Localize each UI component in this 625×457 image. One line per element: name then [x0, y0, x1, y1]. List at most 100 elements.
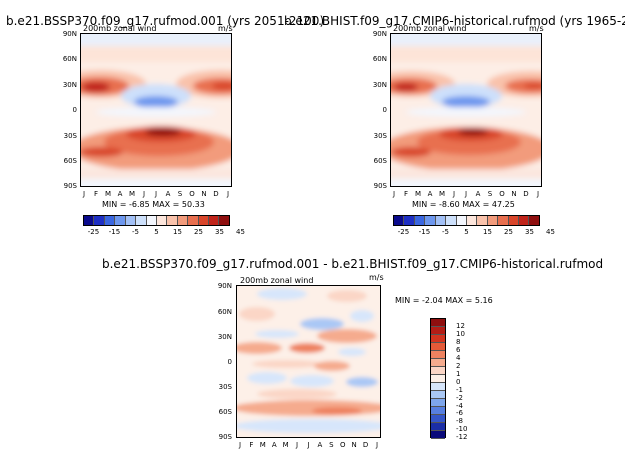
x-tick-label: F [403, 190, 409, 198]
panel2-ytick: 90N [372, 30, 387, 38]
panel2-ytick: 90S [373, 182, 387, 190]
colorbar-tick-label: 2 [456, 361, 461, 370]
colorbar-swatch [209, 216, 220, 225]
colorbar-tick-label: -5 [442, 228, 449, 236]
x-tick-label: J [452, 190, 456, 198]
colorbar-tick-label: 35 [215, 228, 224, 236]
x-tick-label: A [427, 190, 433, 198]
panel1-heatmap [80, 33, 232, 187]
x-tick-label: S [487, 190, 493, 198]
colorbar-tick-label: 4 [456, 353, 461, 362]
x-tick-label: M [259, 441, 266, 449]
colorbar-tick-label: 25 [194, 228, 203, 236]
colorbar-swatch [414, 216, 426, 225]
x-tick-label: M [128, 190, 136, 198]
panel3-left-label: 200mb zonal wind [240, 276, 314, 285]
colorbar-swatch [104, 216, 116, 225]
x-tick-label: J [375, 441, 379, 449]
colorbar-swatch [115, 216, 126, 225]
panel1-left-label: 200mb zonal wind [83, 24, 157, 33]
colorbar-tick-label: -15 [418, 228, 431, 236]
panel2-colorbar [393, 215, 540, 226]
x-tick-label: S [329, 441, 334, 449]
panel1-ytick: 0 [72, 106, 77, 114]
x-tick-label: J [536, 190, 540, 198]
colorbar-swatch [529, 216, 539, 225]
colorbar-swatch [446, 216, 457, 225]
panel1-ytick: 60N [62, 55, 77, 63]
colorbar-tick-label: -15 [108, 228, 121, 236]
colorbar-tick-label: -4 [456, 401, 463, 410]
colorbar-swatch [431, 351, 445, 359]
colorbar-swatch [425, 216, 436, 225]
colorbar-swatch [431, 399, 445, 407]
x-tick-label: J [142, 190, 146, 198]
colorbar-swatch [466, 216, 478, 225]
panel1-ytick: 90S [63, 182, 77, 190]
colorbar-swatch [431, 423, 445, 431]
colorbar-tick-label: -12 [456, 433, 468, 442]
colorbar-tick-label: 15 [173, 228, 182, 236]
colorbar-swatch [146, 216, 157, 225]
x-tick-label: N [511, 190, 517, 198]
colorbar-swatch [125, 216, 137, 225]
colorbar-tick-label: 5 [154, 228, 159, 236]
panel3-ytick: 90S [218, 433, 232, 441]
colorbar-swatch [431, 415, 445, 423]
x-tick-label: D [213, 190, 219, 198]
x-tick-label: J [82, 190, 86, 198]
colorbar-tick-label: 12 [456, 322, 465, 330]
x-tick-label: O [189, 190, 195, 198]
colorbar-swatch [431, 383, 445, 391]
x-tick-label: J [296, 441, 299, 449]
colorbar-swatch [431, 335, 445, 343]
panel3-heatmap [236, 285, 381, 438]
colorbar-swatch [456, 216, 467, 225]
panel2-left-label: 200mb zonal wind [393, 24, 467, 33]
x-tick-label: J [154, 190, 158, 198]
panel2-ytick: 60S [373, 157, 387, 165]
colorbar-tick-label: 5 [464, 228, 469, 236]
panel1-units: m/s [218, 24, 233, 33]
colorbar-swatch [188, 216, 199, 225]
panel2-ytick: 30S [373, 132, 387, 140]
colorbar-swatch [431, 391, 445, 399]
panel1-colorbar [83, 215, 230, 226]
colorbar-swatch [431, 319, 445, 327]
panel3-ytick: 60S [218, 408, 232, 416]
panel1-title: b.e21.BSSP370.f09_g17.rufmod.001 (yrs 20… [6, 14, 325, 28]
panel1-ytick: 30S [63, 132, 77, 140]
colorbar-tick-label: 1 [456, 369, 461, 378]
colorbar-swatch [136, 216, 147, 225]
colorbar-swatch [487, 216, 499, 225]
colorbar-tick-label: -25 [87, 228, 100, 236]
colorbar-tick-label: 35 [525, 228, 534, 236]
panel3-colorbar [430, 318, 446, 439]
panel3-ytick: 30S [218, 383, 232, 391]
colorbar-swatch [404, 216, 415, 225]
x-tick-label: D [523, 190, 529, 198]
colorbar-swatch [498, 216, 509, 225]
panel2-ytick: 60N [372, 55, 387, 63]
x-tick-label: O [339, 441, 346, 449]
panel3-min-max: MIN = -2.04 MAX = 5.16 [395, 296, 493, 305]
panel2-ytick: 0 [382, 106, 387, 114]
x-tick-label: M [282, 441, 289, 449]
x-tick-label: J [464, 190, 468, 198]
colorbar-swatch [156, 216, 168, 225]
colorbar-tick-label: 45 [236, 228, 245, 236]
colorbar-swatch [94, 216, 105, 225]
x-tick-label: J [238, 441, 242, 449]
x-tick-label: A [271, 441, 277, 449]
panel1-ytick: 30N [62, 81, 77, 89]
panel1-ytick: 60S [63, 157, 77, 165]
panel1-ytick: 90N [62, 30, 77, 38]
panel2-heatmap [390, 33, 542, 187]
colorbar-swatch [435, 216, 447, 225]
colorbar-swatch [477, 216, 488, 225]
colorbar-swatch [431, 407, 445, 415]
x-tick-label: O [499, 190, 505, 198]
colorbar-tick-label: 0 [456, 377, 461, 386]
colorbar-swatch [394, 216, 405, 225]
colorbar-swatch [84, 216, 95, 225]
